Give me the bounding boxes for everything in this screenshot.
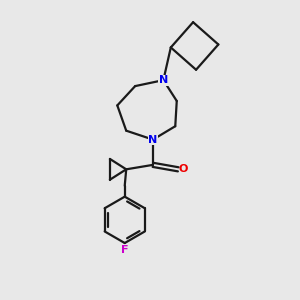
Text: N: N (148, 135, 158, 145)
Text: N: N (159, 75, 168, 85)
Text: O: O (179, 164, 188, 174)
Text: F: F (121, 245, 128, 256)
